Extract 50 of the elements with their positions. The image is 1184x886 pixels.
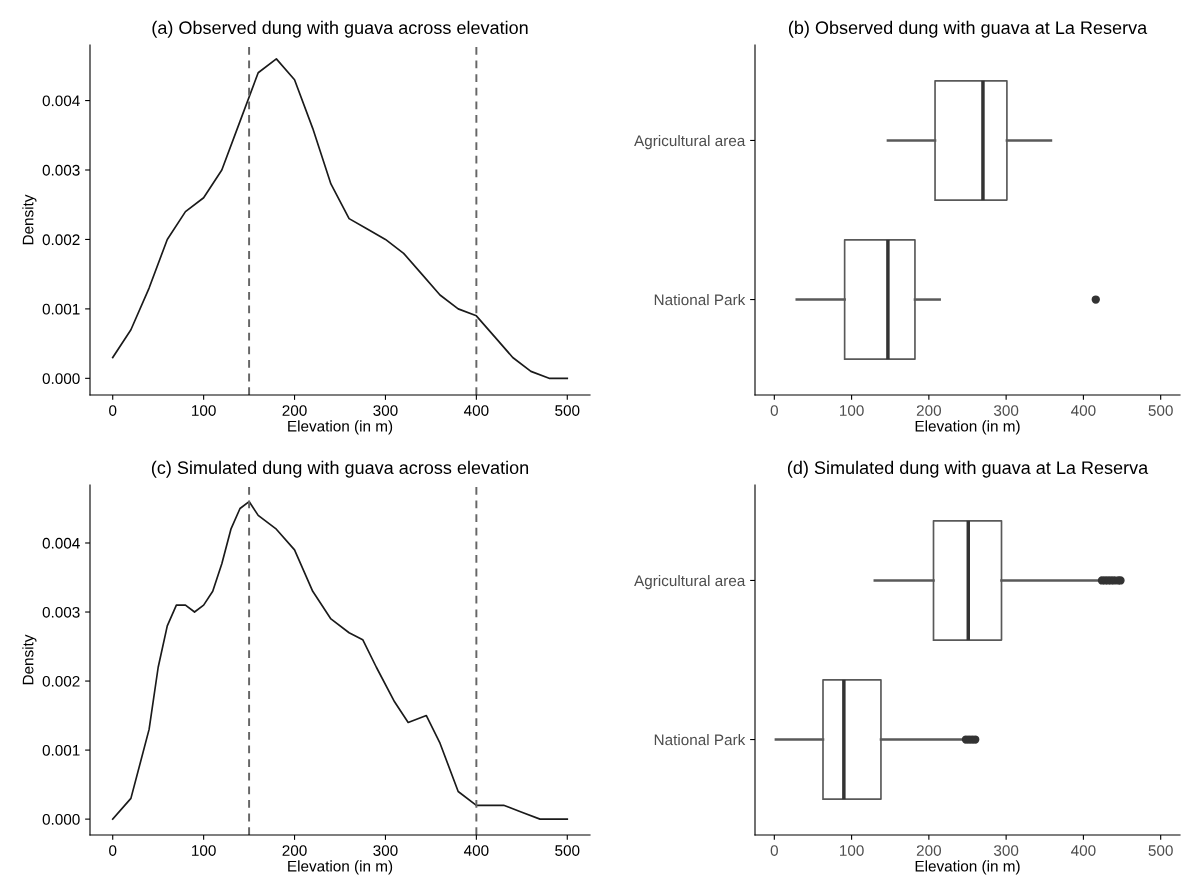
x-axis-title: Elevation (in m) xyxy=(288,860,393,875)
y-tick-label: National Park xyxy=(654,294,746,306)
chart-title: (c) Simulated dung with guava across elevation xyxy=(151,460,529,478)
x-tick-label: 500 xyxy=(555,405,580,416)
x-tick-label: 300 xyxy=(373,845,398,856)
y-tick-label: 0.004 xyxy=(42,95,80,107)
x-tick-label: 400 xyxy=(463,405,489,416)
x-tick-label: 0 xyxy=(109,405,117,416)
chart-title: (a) Observed dung with guava across elevation xyxy=(152,20,528,38)
x-tick-label: 200 xyxy=(282,405,307,416)
x-tick-label: 300 xyxy=(373,405,398,416)
x-tick-label: 200 xyxy=(916,405,942,416)
y-tick-label: 0.002 xyxy=(42,234,80,246)
y-tick-label: Agricultural area xyxy=(634,574,746,590)
chart-title: (b) Observed dung with guava at La Reserva xyxy=(788,20,1148,38)
y-axis-title: Density xyxy=(22,634,37,685)
y-tick-label: 0.003 xyxy=(42,164,80,176)
y-axis-title: Density xyxy=(22,194,37,245)
y-tick-label: Agricultural area xyxy=(634,134,746,150)
x-tick-label: 300 xyxy=(993,845,1019,856)
y-tick-label: 0.004 xyxy=(42,537,80,549)
x-tick-label: 100 xyxy=(192,405,216,416)
x-tick-label: 100 xyxy=(192,845,216,856)
y-tick-label: 0.001 xyxy=(42,744,80,756)
x-tick-label: 400 xyxy=(463,845,489,856)
chart-title: (d) Simulated dung with guava at La Reserva xyxy=(787,460,1149,478)
x-tick-label: 400 xyxy=(1071,405,1096,416)
x-tick-label: 500 xyxy=(1148,405,1173,416)
x-axis-title: Elevation (in m) xyxy=(915,860,1020,875)
x-tick-label: 200 xyxy=(916,845,942,856)
x-tick-label: 0 xyxy=(109,845,117,856)
y-tick-label: 0.001 xyxy=(42,303,80,315)
y-tick-label: 0.000 xyxy=(42,373,80,385)
x-axis-title: Elevation (in m) xyxy=(288,420,393,435)
line-series xyxy=(111,500,569,820)
y-tick-label: 0.002 xyxy=(42,675,80,687)
x-tick-label: 0 xyxy=(770,845,778,856)
y-tick-label: National Park xyxy=(654,734,746,746)
x-tick-label: 400 xyxy=(1071,845,1096,856)
x-tick-label: 100 xyxy=(840,845,864,856)
x-tick-label: 300 xyxy=(993,405,1019,416)
x-tick-label: 100 xyxy=(840,405,864,416)
line-series xyxy=(111,58,569,380)
x-tick-label: 500 xyxy=(555,845,580,856)
x-axis-title: Elevation (in m) xyxy=(915,420,1020,435)
x-tick-label: 500 xyxy=(1148,845,1173,856)
x-tick-label: 200 xyxy=(282,845,307,856)
y-tick-label: 0.003 xyxy=(42,606,80,618)
y-tick-label: 0.000 xyxy=(42,813,80,825)
x-tick-label: 0 xyxy=(770,405,778,416)
